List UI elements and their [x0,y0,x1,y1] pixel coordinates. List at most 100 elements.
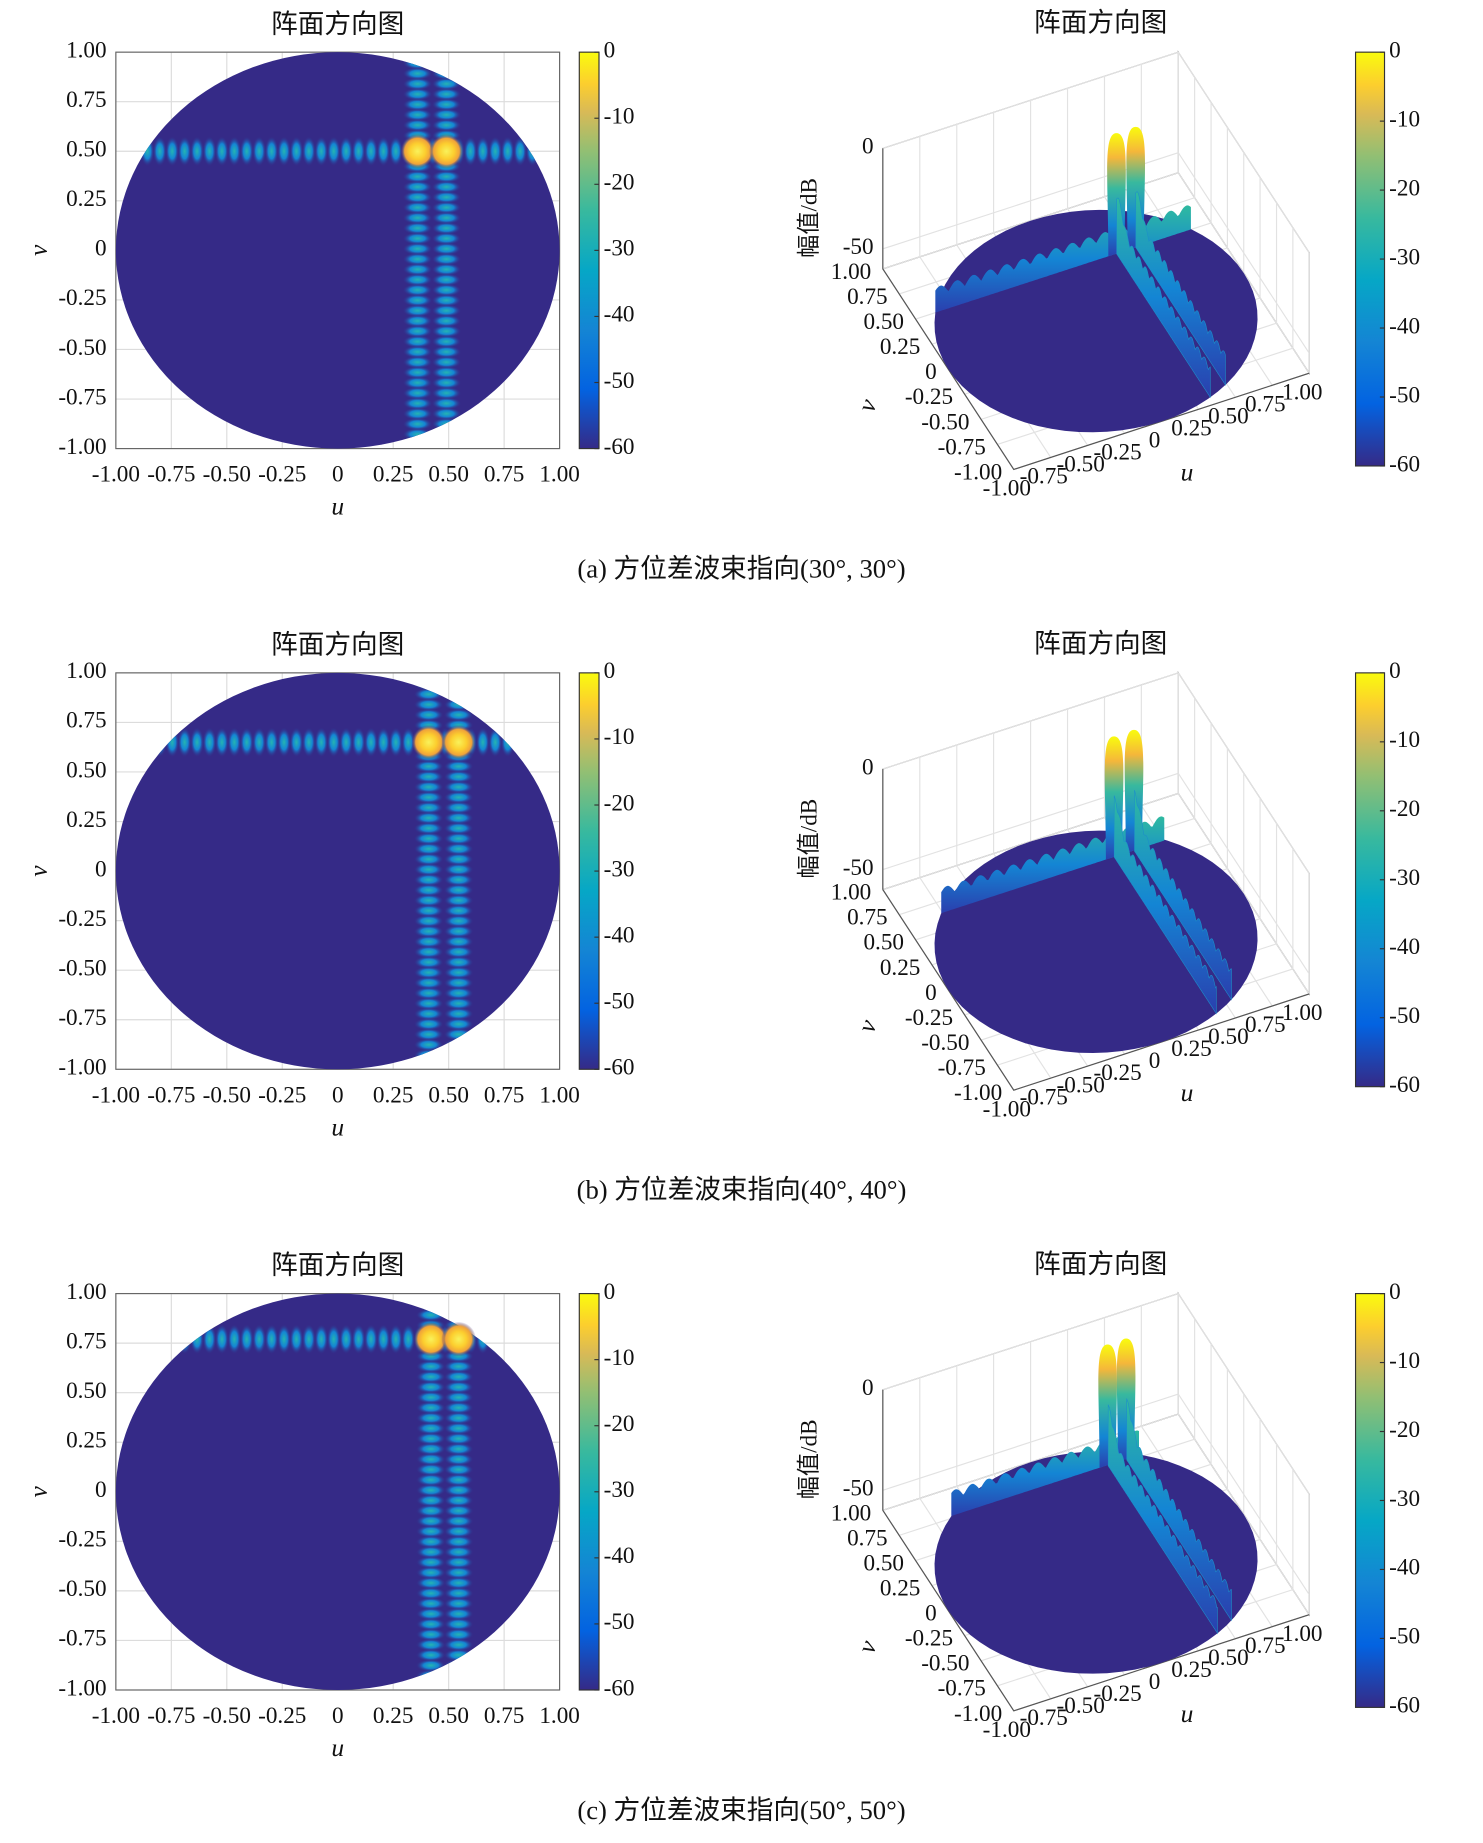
sidelobe [401,1324,416,1355]
sidelobe [500,136,515,167]
colorbar-tick-label: -50 [1389,382,1420,408]
sidelobe [388,727,403,758]
sidelobe-ridge [951,1430,1140,1517]
sidelobe [475,136,490,167]
sidelobe [252,136,267,167]
colorbar-tick-label: -20 [604,790,635,816]
sidelobe [314,136,329,167]
sidelobe [443,1504,474,1518]
x-axis-label: u [1181,1699,1194,1728]
y-tick-label: -0.75 [58,384,106,410]
beam-peak [400,133,435,169]
sidelobe [443,1421,474,1435]
y-tick-label: -0.50 [921,1030,969,1056]
sidelobe [431,427,462,441]
sidelobe [413,863,444,876]
y-tick-label: 0 [925,980,937,1006]
sidelobe [402,335,433,348]
sidelobe [402,252,433,266]
sidelobe [431,293,462,307]
colorbar-tick-label: -60 [604,1675,635,1701]
sidelobe [301,1324,316,1355]
y-tick-label: 1.00 [831,1500,872,1526]
sidelobe [227,727,242,758]
sidelobe [277,727,291,758]
sidelobe [177,1324,192,1355]
colorbar-tick-label: -50 [1389,1624,1420,1650]
sidelobe [443,1628,474,1641]
sidelobe [402,98,433,111]
grid-line [882,672,1179,891]
sidelobe [443,1514,474,1528]
x-tick-label: -0.75 [1020,464,1068,490]
sidelobe [413,1007,444,1021]
caption: (c) 方位差波束指向(50°, 50°) [577,1795,905,1825]
colorbar-tick-label: -60 [604,1055,635,1081]
x-axis-label: u [331,1733,344,1762]
sidelobe [413,1028,444,1041]
axis-line [882,1510,1310,1712]
sidelobe [443,924,474,938]
sidelobe [431,386,462,400]
sidelobe [415,1617,446,1631]
sidelobe [443,1380,474,1394]
sidelobe [415,1432,446,1446]
x-tick-label: 0.25 [373,1703,414,1729]
sidelobe [431,180,462,194]
x-tick-label: 0.50 [428,462,469,488]
sidelobe [165,136,180,167]
y-tick-label: -1.00 [58,1055,106,1081]
sidelobe [388,136,403,167]
x-axis-label: u [331,1112,344,1141]
sidelobe [500,727,515,758]
colorbar-tick-label: -50 [604,1609,635,1635]
sidelobe [413,677,444,691]
sidelobe [443,894,474,907]
sidelobe [413,935,444,949]
sidelobe [402,242,433,256]
sidelobe [402,190,433,204]
sidelobe [415,1421,446,1435]
sidelobe [513,727,528,758]
sidelobe [202,1324,217,1355]
sidelobe [415,1463,446,1476]
sidelobe [152,1324,167,1355]
sidelobe [402,221,433,235]
sidelobe [443,1545,474,1559]
sidelobe [277,1324,291,1355]
y-tick-label: -1.00 [58,1675,106,1701]
y-tick-label: 0.50 [863,1550,904,1576]
sidelobe [431,52,462,60]
x-tick-label: -1.00 [92,462,140,488]
x-tick-label: 0.75 [484,462,525,488]
sidelobe [415,1293,446,1301]
sidelobe [388,1324,403,1355]
y-tick-label: 1.00 [66,1279,107,1305]
sidelobe [443,935,474,949]
sidelobe [326,1324,341,1355]
x-tick-label: -0.50 [1057,452,1105,478]
sidelobe [264,727,279,758]
sidelobe [443,986,474,1000]
y-tick-label: -0.50 [921,1651,969,1677]
sidelobe [413,955,444,969]
sidelobe [252,1324,267,1355]
sidelobe [443,760,474,773]
x-tick-label: 1.00 [1282,379,1323,405]
sidelobe [402,201,433,214]
y-tick-label: -0.50 [58,335,106,361]
sidelobe [413,873,444,887]
sidelobe [431,201,462,214]
y-tick-label: -0.25 [58,1527,106,1553]
x-tick-label: 0.75 [1245,1633,1286,1659]
sidelobe [376,1324,391,1355]
sidelobe [402,87,433,101]
colorbar-tick-label: -20 [1389,796,1420,822]
sidelobe [402,314,433,328]
sidelobe [413,914,444,928]
sidelobe [443,780,474,794]
x-tick-label: -1.00 [983,1717,1031,1743]
x-tick-label: 0.75 [1245,391,1286,417]
z-axis-label: 幅值/dB [796,799,822,879]
